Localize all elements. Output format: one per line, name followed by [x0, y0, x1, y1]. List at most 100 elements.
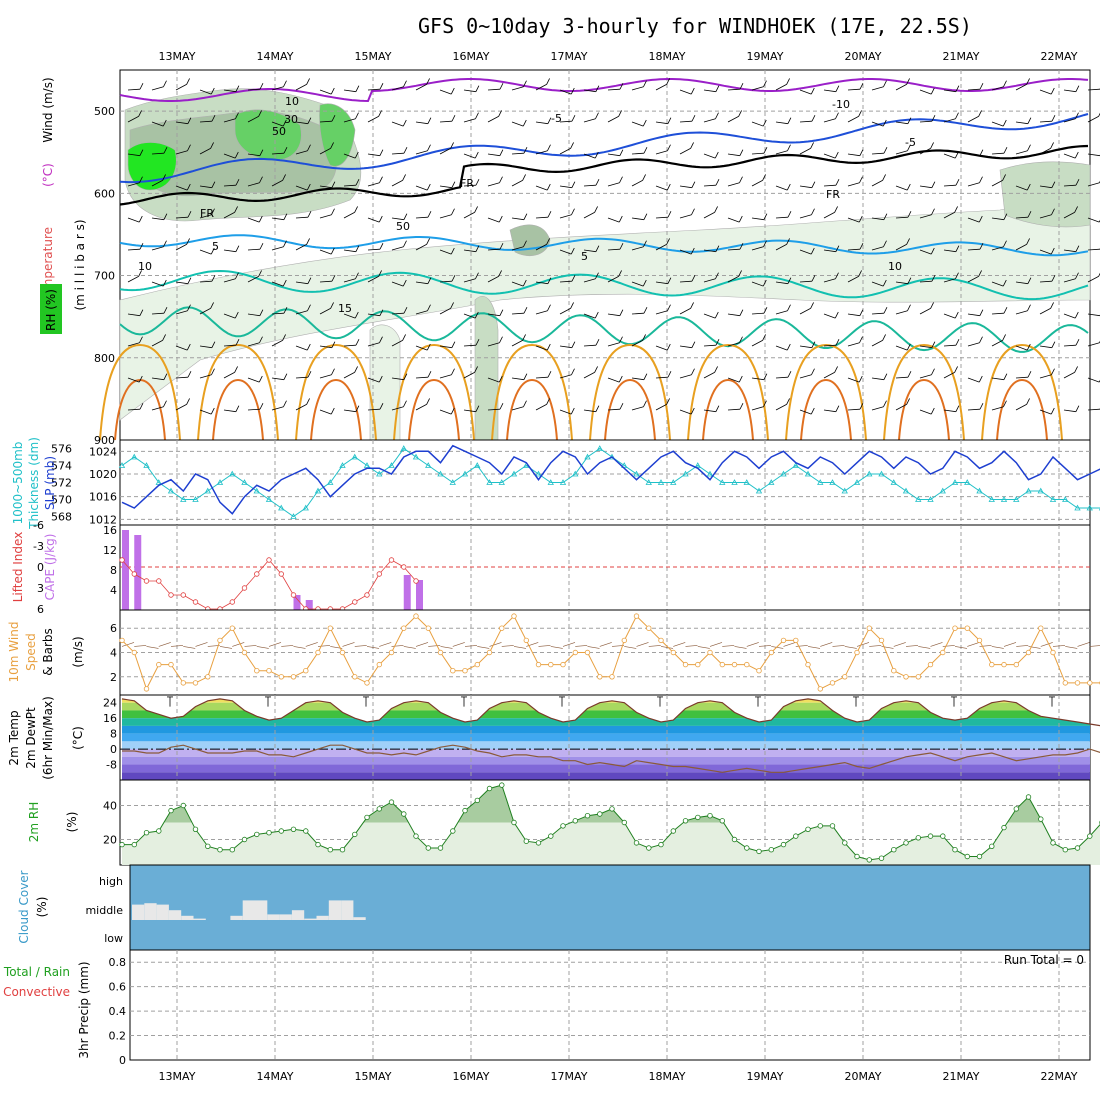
wind-barb [679, 214, 692, 219]
wind-barb-flag [739, 149, 744, 156]
wind-barb [319, 148, 331, 155]
middle-cloud-bar [144, 903, 157, 920]
wind-barb-flag [235, 405, 240, 412]
wind-barb-flag [402, 334, 406, 341]
wind-barb-flag [427, 277, 432, 284]
wind-speed-line-point [254, 668, 260, 674]
wind-speed-line-point [462, 668, 468, 674]
temp-tick-label: 16 [103, 712, 117, 725]
wind-barb-flag [667, 211, 672, 218]
wind-barb [943, 249, 956, 253]
wind-barb-flag [1026, 78, 1030, 85]
wind-speed-line-point [927, 661, 934, 668]
precip-grid [130, 950, 1090, 1060]
wind-barb [847, 342, 860, 347]
wind-barb-flag [450, 247, 455, 255]
wind-barb [631, 377, 644, 381]
contour-label: 5 [212, 240, 219, 253]
wind-barb [439, 120, 453, 123]
wind-speed-line-point [535, 661, 542, 668]
thickness-line-point [229, 470, 236, 477]
rh-line-point [609, 806, 615, 812]
wind-barb [1015, 185, 1028, 191]
rh-line-point [486, 785, 493, 792]
wind-barb-flag [858, 215, 863, 223]
rh-contour-fill [234, 109, 302, 161]
wind-barb [1039, 280, 1053, 283]
wind-barb-flag [522, 119, 527, 127]
surface-wind-barb [832, 645, 845, 647]
wind-barb-flag [1027, 117, 1032, 124]
thickness-line-point [817, 479, 824, 485]
wind-barb [655, 244, 667, 251]
wind-barb-flag [379, 403, 384, 410]
wind-barb [415, 244, 427, 251]
wind-barb-flag [883, 147, 888, 154]
wind-barb-flag [1098, 112, 1100, 117]
wind-barb-flag [714, 366, 718, 373]
wind-speed-line-point [695, 661, 701, 668]
wind-barb-flag [714, 151, 719, 159]
wind-barb [151, 180, 163, 187]
temp-band [122, 710, 1090, 719]
wind-barb [991, 312, 1005, 315]
wind-barb [1087, 313, 1100, 317]
wind-barb [703, 184, 717, 187]
wind-speed-line-point [486, 649, 493, 656]
wind-barb [127, 217, 140, 223]
lifted-index-line-point [376, 571, 382, 577]
wind-speed-line-point [891, 668, 897, 674]
wind-barb-flag [427, 144, 431, 151]
wind-barb [535, 185, 548, 191]
wind-barb [295, 345, 308, 351]
wind-barb-flag [427, 117, 432, 124]
contour-15 [119, 306, 1089, 353]
wind-barb [727, 182, 740, 187]
wind-barb [463, 409, 476, 413]
surface-wind-barb [575, 645, 588, 647]
wind-barb-flag [643, 307, 648, 314]
wind-barb-flag [907, 211, 912, 218]
wind-barb-flag [402, 279, 407, 287]
wind-barb [127, 248, 141, 251]
wind-barb-flag [450, 87, 455, 95]
wind-barb [439, 249, 452, 255]
wind-barb-flag [979, 83, 984, 90]
date-tick-label: 15MAY [355, 50, 392, 63]
wind-barb [919, 409, 932, 415]
wind-barb-flag [786, 78, 790, 85]
wind-barb [391, 217, 404, 221]
rh-legend-swatch [40, 284, 62, 334]
slp-grid [120, 440, 1090, 525]
contour-freezing [119, 144, 1089, 206]
wind-barb-flag [187, 304, 191, 311]
wind-barb [391, 246, 404, 251]
precip-tick-label: 0.2 [109, 1030, 127, 1043]
wind-barb [439, 280, 453, 283]
thickness-line-point [1049, 496, 1057, 502]
wind-barb [367, 153, 380, 157]
rh-line-point [1038, 816, 1044, 822]
wind-barb [175, 244, 187, 251]
wind-barb-flag [1002, 279, 1007, 287]
wind-barb [655, 376, 669, 379]
wind-barb [247, 342, 260, 347]
contour-label: FR [826, 188, 840, 201]
wind-barb [823, 313, 836, 319]
surface-wind-barb [844, 646, 857, 649]
thickness-line-point [768, 479, 775, 485]
wind-barb-flag [187, 117, 192, 124]
wind-barb [247, 276, 259, 283]
wind-speed-line-point [805, 661, 811, 668]
wind-barb-flag [955, 272, 959, 279]
wind-barb [607, 182, 620, 187]
wind-barb-flag [450, 302, 454, 309]
wind-barb-flag [163, 400, 167, 407]
wind-speed-line-point [156, 661, 162, 668]
wind-barb-flag [739, 243, 744, 250]
rh-line-point [731, 836, 738, 843]
cape-axis: -6 -3 0 3 6 4 8 12 16 [33, 519, 117, 616]
wind-barb-flag [187, 277, 192, 284]
wind-barb [799, 214, 812, 219]
wind-barb [679, 280, 693, 283]
